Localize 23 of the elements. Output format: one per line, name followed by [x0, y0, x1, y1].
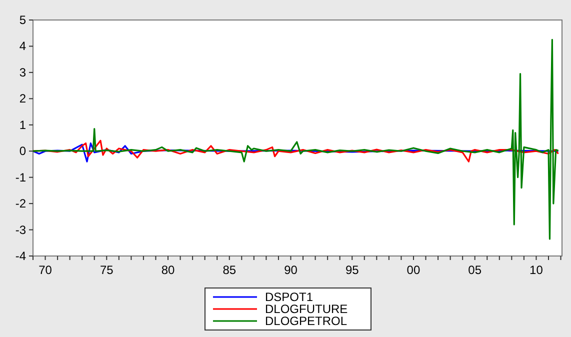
- x-tick-label: 05: [468, 263, 482, 277]
- y-tick-label: 3: [19, 65, 26, 80]
- y-tick-label: 1: [19, 118, 26, 132]
- y-tick-label: -3: [15, 222, 26, 237]
- x-tick-label: 10: [530, 263, 544, 277]
- y-tick-label: -1: [15, 170, 26, 184]
- x-tick-label: 90: [284, 263, 298, 277]
- x-tick-label: 95: [345, 263, 360, 277]
- legend-label: DLOGPETROL: [265, 314, 348, 328]
- y-tick-label: 4: [19, 39, 26, 54]
- y-tick-label: 2: [19, 92, 26, 106]
- x-tick-label: 80: [161, 263, 176, 277]
- y-tick-label: -4: [15, 249, 26, 263]
- x-tick-label: 85: [222, 263, 236, 277]
- x-tick-label: 00: [406, 263, 420, 277]
- y-tick-label: 0: [19, 144, 26, 158]
- x-tick-label: 75: [100, 263, 114, 277]
- line-series: [32, 38, 560, 240]
- y-tick-label: 5: [19, 13, 26, 27]
- y-tick-label: -2: [15, 196, 26, 211]
- legend-label: DLOGFUTURE: [265, 302, 348, 316]
- legend-label: DSPOT1: [265, 290, 314, 304]
- x-tick-label: 70: [38, 263, 52, 277]
